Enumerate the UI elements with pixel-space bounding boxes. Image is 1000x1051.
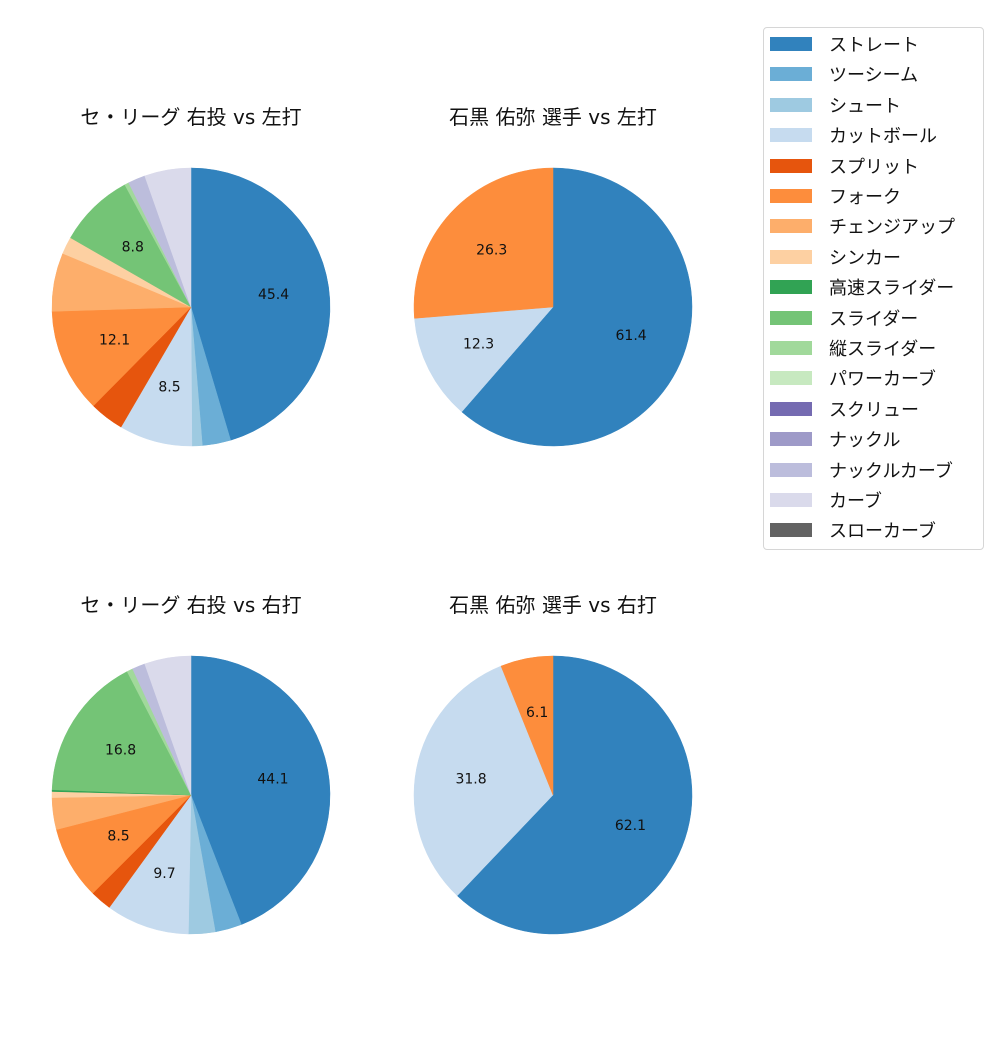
legend-swatch (770, 280, 812, 295)
legend-swatch (770, 158, 812, 173)
chart-title: セ・リーグ 右投 vs 右打 (80, 593, 302, 617)
chart-title: 石黒 佑弥 選手 vs 右打 (449, 593, 657, 617)
legend-label: カットボール (829, 126, 937, 148)
legend-item: カーブ (770, 489, 882, 512)
legend-item: フォーク (770, 185, 901, 208)
legend-label: スライダー (829, 308, 919, 330)
legend-item: ナックル (770, 428, 901, 452)
legend-item: スプリット (770, 155, 919, 178)
legend-item: スライダー (770, 307, 919, 330)
legend-item: スクリュー (770, 398, 919, 421)
slice-percent-label: 12.3 (463, 337, 494, 353)
slice-percent-label: 62.1 (615, 818, 646, 834)
legend-label: ストレート (829, 35, 919, 56)
legend-label: パワーカーブ (829, 369, 936, 391)
legend-swatch (770, 401, 812, 416)
pie-panel-league-vs-right: セ・リーグ 右投 vs 右打 44.1 9.7 8.5 16.8 (31, 591, 351, 1051)
pie-slice-5 (51, 306, 192, 407)
pie-slice-0 (190, 655, 331, 925)
legend-item: パワーカーブ (770, 367, 936, 391)
legend-swatch (770, 462, 812, 477)
legend-swatch (770, 219, 812, 234)
legend: ストレートツーシームシュートカットボール スプリットフォークチェンジアップ シンカー… (763, 27, 984, 550)
pie-slice-5 (500, 655, 554, 796)
legend-item: ナックルカーブ (770, 459, 953, 482)
pie-slice-3 (413, 665, 554, 897)
legend-label: ツーシーム (829, 65, 919, 87)
legend-label: スプリット (829, 156, 919, 178)
pie-chart: 62.1 31.8 6.1 (413, 655, 693, 935)
slice-percent-label: 6.1 (526, 705, 548, 721)
pie-slice-15 (144, 655, 192, 796)
pie-panel-league-vs-left: セ・リーグ 右投 vs 左打 45.4 8.5 12.1 8.8 (31, 103, 351, 563)
pie-slice-0 (456, 655, 693, 935)
chart-title: 石黒 佑弥 選手 vs 左打 (449, 105, 657, 129)
legend-swatch (770, 37, 812, 51)
pie-slice-9 (51, 671, 192, 796)
legend-item: 縦スライダー (770, 337, 937, 360)
legend-label: フォーク (829, 187, 901, 208)
legend-item: 高速スライダー (770, 276, 955, 300)
legend-label: スローカーブ (829, 521, 936, 543)
chart-title: セ・リーグ 右投 vs 左打 (80, 105, 302, 129)
legend-label: スクリュー (829, 399, 919, 421)
legend-label: ナックル (829, 430, 901, 452)
slice-percent-label: 31.8 (455, 771, 486, 787)
pie-slice-3 (414, 306, 554, 413)
pie-chart: 45.4 8.5 12.1 8.8 (51, 167, 331, 447)
slice-percent-label: 44.1 (257, 772, 288, 788)
slice-percent-label: 45.4 (258, 287, 289, 303)
legend-swatch (770, 432, 812, 447)
slice-percent-label: 61.4 (616, 328, 647, 344)
pie-panel-player-vs-right: 石黒 佑弥 選手 vs 右打 62.1 31.8 6.1 (393, 591, 713, 1051)
pie-chart: 44.1 9.7 8.5 16.8 (51, 655, 331, 935)
legend-label: シュート (829, 95, 901, 117)
legend-swatch (770, 310, 812, 325)
legend-swatch (770, 128, 812, 143)
legend-label: 縦スライダー (829, 339, 937, 360)
legend-swatch (770, 249, 812, 264)
pie-slice-3 (108, 794, 192, 935)
legend-label: カーブ (829, 491, 882, 512)
slice-percent-label: 12.1 (99, 332, 130, 348)
legend-swatch (770, 67, 812, 82)
legend-item: シュート (770, 94, 901, 117)
slice-percent-label: 16.8 (105, 742, 136, 758)
slice-percent-label: 26.3 (476, 242, 507, 258)
legend-label: 高速スライダー (829, 278, 955, 300)
pie-slice-5 (413, 167, 554, 319)
legend-label: シンカー (829, 247, 901, 269)
pie-slice-0 (190, 167, 331, 441)
legend-item: カットボール (770, 124, 937, 148)
legend-item: ストレート (770, 33, 919, 56)
legend-swatch (770, 189, 812, 203)
legend-item: シンカー (770, 246, 901, 269)
legend-swatch (770, 523, 812, 538)
slice-percent-label: 8.8 (122, 239, 144, 255)
legend-item: チェンジアップ (770, 215, 955, 239)
slice-percent-label: 9.7 (153, 866, 175, 882)
pie-chart: 61.4 12.3 26.3 (413, 167, 693, 447)
legend-item: ツーシーム (770, 63, 919, 87)
pie-panel-player-vs-left: 石黒 佑弥 選手 vs 左打 61.4 12.3 26.3 (393, 103, 713, 563)
slice-percent-label: 8.5 (158, 380, 180, 396)
legend-item: スローカーブ (770, 519, 936, 543)
pie-slice-0 (461, 167, 693, 447)
legend-swatch (770, 371, 812, 386)
slice-percent-label: 8.5 (107, 828, 129, 844)
legend-label: チェンジアップ (829, 217, 955, 239)
pie-slice-15 (144, 167, 192, 308)
legend-label: ナックルカーブ (829, 460, 953, 482)
legend-swatch (770, 97, 812, 112)
legend-swatch (770, 341, 812, 355)
legend-swatch (770, 493, 812, 507)
